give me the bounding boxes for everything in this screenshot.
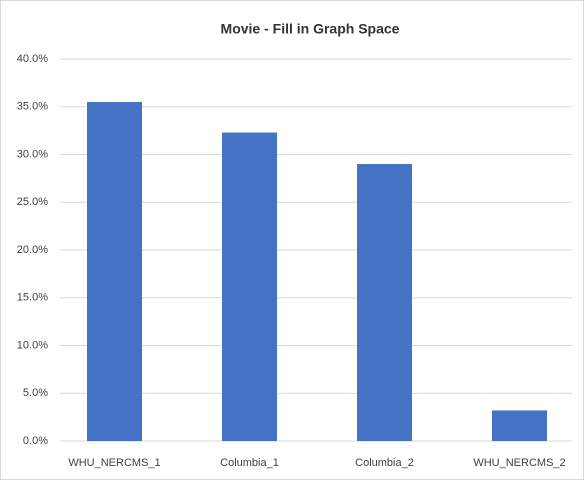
bar	[492, 410, 547, 441]
x-tick-label: WHU_NERCMS_2	[473, 457, 565, 469]
y-tick-label: 40.0%	[17, 53, 48, 65]
y-tick-label: 25.0%	[17, 196, 48, 208]
y-tick-label: 35.0%	[17, 101, 48, 113]
chart-title: Movie - Fill in Graph Space	[221, 21, 400, 37]
x-tick-label: Columbia_1	[220, 457, 279, 469]
bar	[87, 101, 142, 441]
y-tick-label: 10.0%	[17, 339, 48, 351]
y-tick-label: 30.0%	[17, 148, 48, 160]
x-tick-label: Columbia_2	[355, 457, 414, 469]
y-tick-label: 5.0%	[23, 387, 48, 399]
x-tick-label: WHU_NERCMS_1	[68, 457, 160, 469]
bar	[357, 164, 412, 442]
bar	[222, 132, 277, 441]
y-tick-label: 0.0%	[23, 435, 48, 447]
y-tick-label: 20.0%	[17, 244, 48, 256]
y-tick-label: 15.0%	[17, 292, 48, 304]
